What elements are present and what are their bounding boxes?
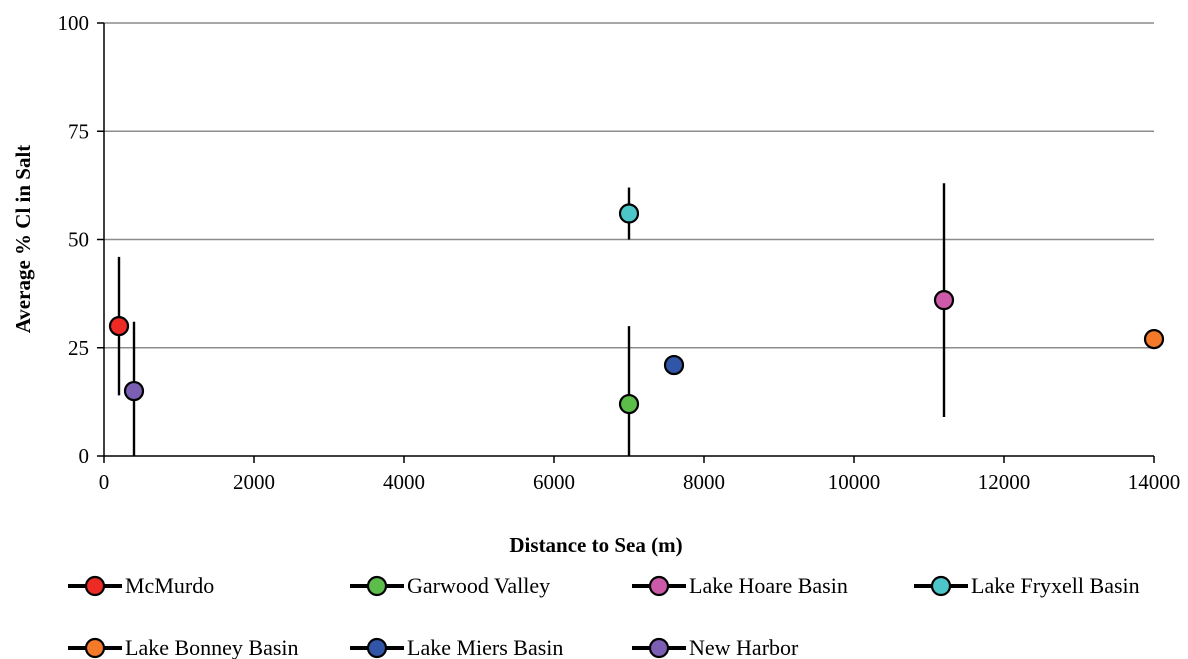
legend-label-3: Lake Fryxell Basin bbox=[971, 573, 1140, 598]
legend-marker-5 bbox=[366, 637, 388, 659]
legend-item-6: New Harbor bbox=[632, 635, 799, 659]
data-point-6-0 bbox=[123, 380, 145, 402]
legend-marker-1 bbox=[366, 575, 388, 597]
data-point-0-0 bbox=[108, 316, 130, 337]
y-tick-label-0: 0 bbox=[79, 444, 90, 468]
tick-labels: 0 25 50 75 100 0 2000 4000 6000 8000 10000 12000 140… bbox=[58, 11, 1181, 494]
x-tick-label-1: 2000 bbox=[233, 470, 275, 494]
data-point-1-0 bbox=[618, 393, 640, 415]
legend-marker-4 bbox=[84, 637, 106, 659]
legend-item-5: Lake Miers Basin bbox=[350, 635, 563, 659]
legend-marker-3 bbox=[930, 575, 952, 597]
legend-label-6: New Harbor bbox=[689, 635, 799, 659]
legend: McMurdo Garwood Valley Lake Hoare Basin Lak… bbox=[68, 573, 1140, 659]
legend-item-4: Lake Bonney Basin bbox=[68, 635, 299, 659]
error-bars bbox=[117, 183, 946, 456]
data-point-4-0 bbox=[1143, 328, 1165, 350]
x-tick-label-4: 8000 bbox=[683, 470, 725, 494]
legend-marker-6 bbox=[648, 637, 670, 659]
legend-label-0: McMurdo bbox=[125, 573, 214, 598]
legend-label-5: Lake Miers Basin bbox=[407, 635, 563, 659]
y-tick-label-2: 50 bbox=[68, 228, 89, 252]
x-tick-label-2: 4000 bbox=[383, 470, 425, 494]
y-tick-label-1: 25 bbox=[68, 336, 89, 360]
grid-lines bbox=[104, 22, 1154, 349]
x-tick-label-3: 6000 bbox=[533, 470, 575, 494]
legend-label-4: Lake Bonney Basin bbox=[125, 635, 299, 659]
data-point-2-0 bbox=[933, 290, 955, 311]
data-point-3-0 bbox=[618, 203, 640, 224]
x-tick-label-6: 12000 bbox=[978, 470, 1031, 494]
legend-marker-0 bbox=[84, 575, 106, 597]
y-axis-title: Average % Cl in Salt bbox=[11, 145, 35, 334]
x-tick-label-7: 14000 bbox=[1128, 470, 1181, 494]
legend-item-3: Lake Fryxell Basin bbox=[914, 573, 1140, 598]
legend-marker-2 bbox=[648, 575, 670, 597]
legend-label-1: Garwood Valley bbox=[407, 573, 550, 598]
legend-item-1: Garwood Valley bbox=[350, 573, 550, 598]
legend-label-2: Lake Hoare Basin bbox=[689, 573, 848, 598]
x-tick-label-0: 0 bbox=[99, 470, 110, 494]
data-point-5-0 bbox=[663, 354, 685, 376]
x-axis-title: Distance to Sea (m) bbox=[509, 533, 682, 557]
x-tick-label-5: 10000 bbox=[828, 470, 881, 494]
legend-item-2: Lake Hoare Basin bbox=[632, 573, 848, 598]
y-tick-label-4: 100 bbox=[58, 11, 90, 35]
legend-item-0: McMurdo bbox=[68, 573, 214, 598]
data-points bbox=[108, 203, 1165, 415]
y-tick-label-3: 75 bbox=[68, 119, 89, 143]
